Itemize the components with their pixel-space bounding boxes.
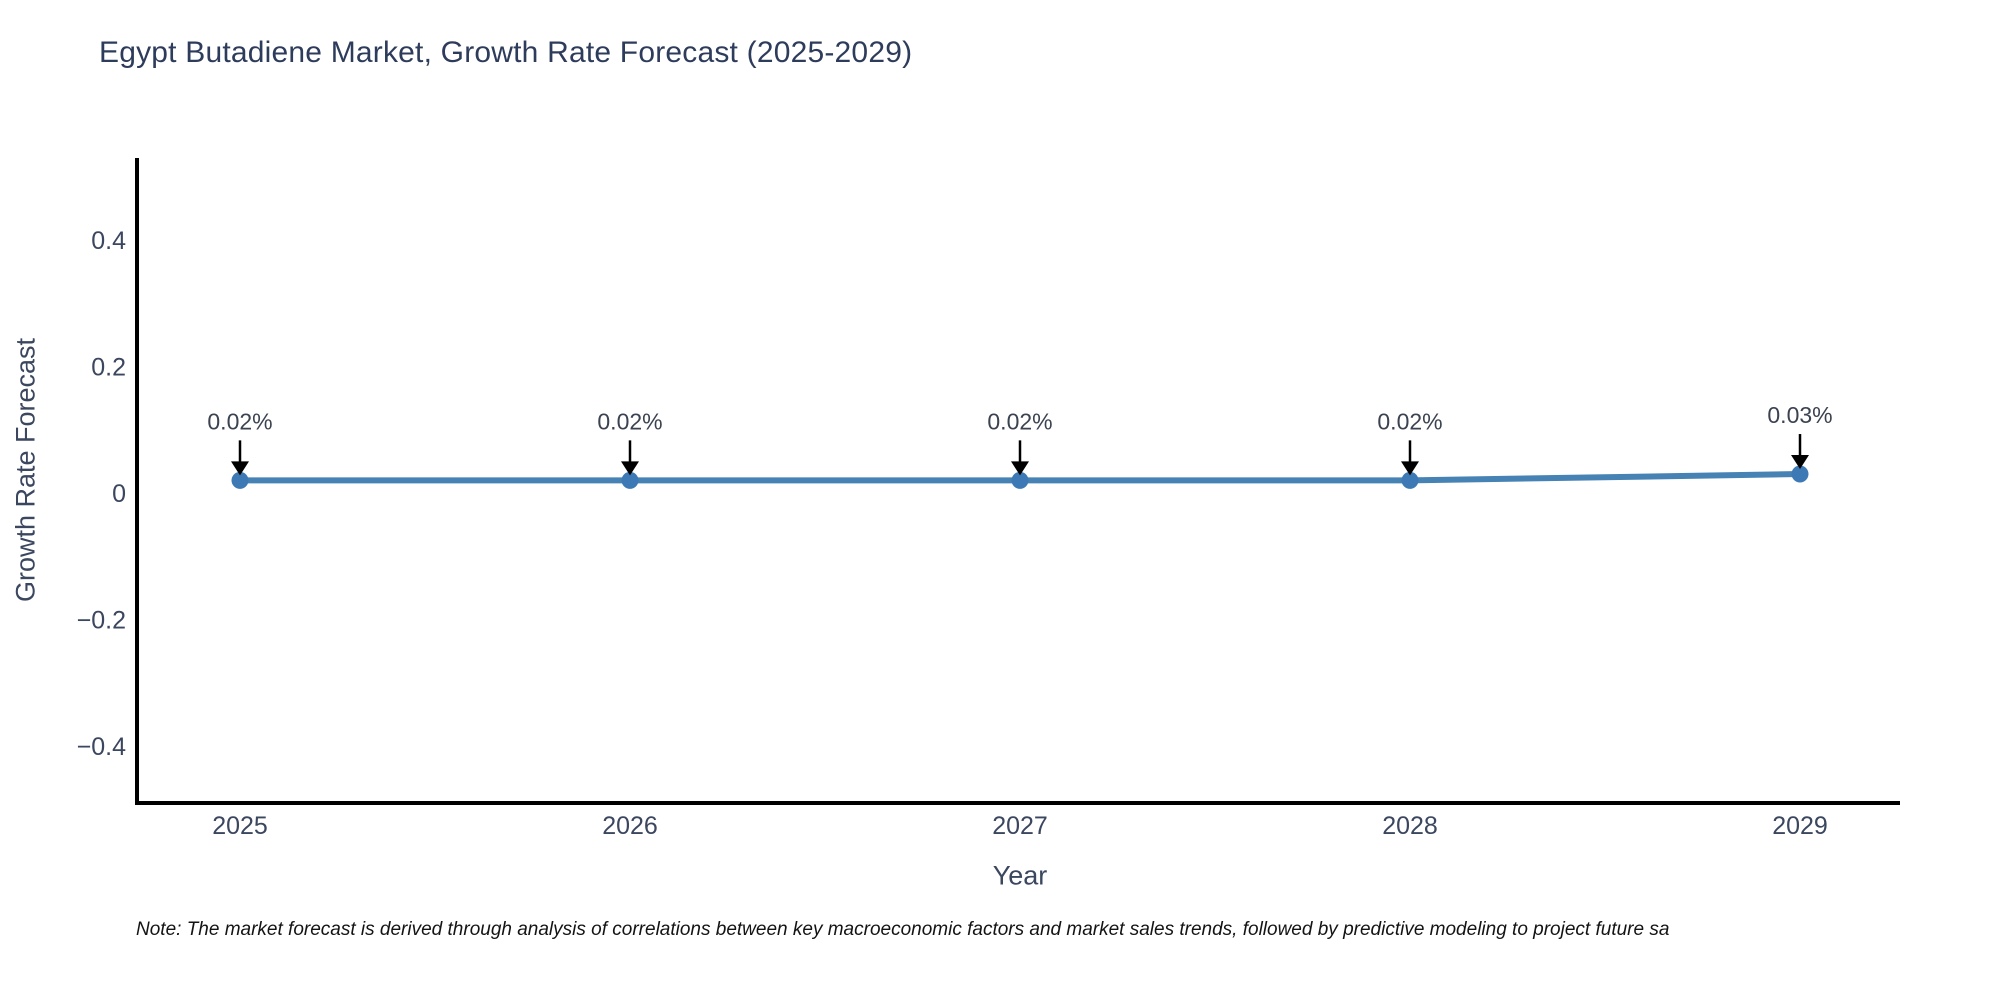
data-point [1401,471,1419,489]
arrow-down-icon [1791,455,1809,470]
x-tick-label: 2028 [1382,812,1438,840]
x-tick-label: 2029 [1772,812,1828,840]
y-axis-spine [135,158,139,805]
point-annotation: 0.02% [207,408,272,434]
y-tick-label: 0.4 [91,227,126,255]
point-annotation: 0.02% [597,408,662,434]
point-annotation: 0.02% [987,408,1052,434]
x-tick-label: 2027 [992,812,1048,840]
x-tick-label: 2026 [602,812,658,840]
x-tick-label: 2025 [212,812,268,840]
x-axis-title: Year [992,860,1048,891]
arrow-down-icon [1011,461,1029,476]
chart-title: Egypt Butadiene Market, Growth Rate Fore… [99,36,913,69]
y-tick-label: 0.2 [91,354,126,382]
point-annotation: 0.03% [1767,402,1832,428]
data-point [1011,471,1029,489]
data-point [231,471,249,489]
y-tick-label: −0.4 [77,733,126,761]
x-axis-spine [135,801,1900,805]
y-tick-label: 0 [112,480,126,508]
data-point [1791,465,1809,483]
point-annotation: 0.02% [1377,408,1442,434]
arrow-down-icon [621,461,639,476]
arrow-down-icon [1401,461,1419,476]
y-tick-label: −0.2 [77,606,126,634]
footnote: Note: The market forecast is derived thr… [136,919,1670,940]
arrow-down-icon [231,461,249,476]
data-point [621,471,639,489]
